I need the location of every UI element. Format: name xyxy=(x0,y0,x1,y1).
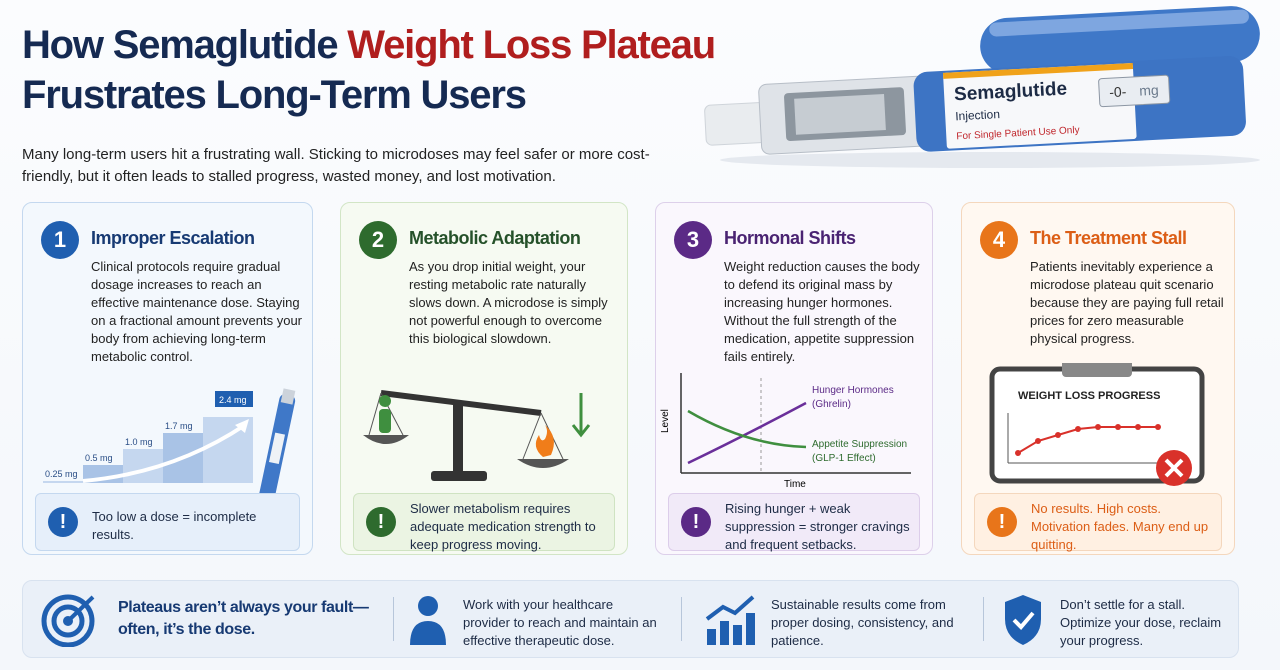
x-label: Time xyxy=(784,479,806,490)
pan xyxy=(363,435,409,444)
headline-highlight: Weight Loss Plateau xyxy=(347,23,716,67)
clip xyxy=(1062,359,1132,377)
clipboard: WEIGHT LOSS PROGRESS xyxy=(989,359,1205,486)
card-body: Weight reduction causes the body to defe… xyxy=(724,259,920,364)
card-title: Metabolic Adaptation xyxy=(409,228,581,248)
note-text: Rising hunger + weak suppression = stron… xyxy=(725,501,910,552)
card-graphic: WEIGHT LOSS PROGRESS xyxy=(962,359,1236,498)
alert-icon: ! xyxy=(987,507,1017,537)
shield-icon xyxy=(1005,595,1041,645)
headline: How Semaglutide Weight Loss Plateau Frust… xyxy=(22,20,716,120)
card-note: ! Too low a dose = incomplete results. xyxy=(35,493,300,551)
card-note: ! Rising hunger + weak suppression = str… xyxy=(668,493,920,552)
person xyxy=(379,409,391,433)
card-title: Hormonal Shifts xyxy=(724,228,856,248)
dose-label: 0.25 mg xyxy=(45,469,78,479)
down-arrow xyxy=(571,424,591,438)
point xyxy=(1095,424,1101,430)
card-body: Clinical protocols require gradual dosag… xyxy=(91,259,303,364)
footer-text: Plateaus aren’t always your fault—often,… xyxy=(118,599,369,638)
post xyxy=(453,403,463,475)
card-graphic: Level Time Hunger Hormones (Ghrelin) App… xyxy=(656,363,934,498)
card: 3 Hormonal Shifts Weight reduction cause… xyxy=(655,202,933,555)
target-icon xyxy=(41,594,95,647)
arrow-head xyxy=(235,419,249,433)
pan xyxy=(517,459,569,468)
footer: Plateaus aren’t always your fault—often,… xyxy=(22,580,1239,658)
base xyxy=(431,471,487,481)
pen-unit: mg xyxy=(1139,82,1159,99)
dose-label: 1.7 mg xyxy=(165,421,193,431)
divider xyxy=(983,597,984,641)
card-note: ! Slower metabolism requires adequate me… xyxy=(353,493,615,552)
card-number: 3 xyxy=(674,221,712,259)
card-title: The Treatment Stall xyxy=(1030,228,1187,248)
pen-body: Semaglutide Injection For Single Patient… xyxy=(704,55,1246,155)
dose-steps: 0.25 mg 0.5 mg 1.0 mg 1.7 mg 2.4 mg xyxy=(43,388,296,513)
card-note: ! No results. High costs. Motivation fad… xyxy=(974,493,1222,552)
note-text: Too low a dose = incomplete results. xyxy=(92,509,257,542)
flame xyxy=(535,425,554,457)
scale-graphic xyxy=(363,390,591,481)
series-label: Hunger Hormones xyxy=(812,385,894,396)
card-title: Improper Escalation xyxy=(91,228,255,248)
suppression-line xyxy=(687,409,807,449)
dose-label: 1.0 mg xyxy=(125,437,153,447)
point xyxy=(1035,438,1041,444)
dose-label: 2.4 mg xyxy=(219,395,247,405)
footer-text: Don’t settle for a stall. Optimize your … xyxy=(1060,597,1222,648)
point xyxy=(1155,424,1161,430)
board-title: WEIGHT LOSS PROGRESS xyxy=(1018,390,1160,402)
series-label: (GLP-1 Effect) xyxy=(812,453,876,464)
headline-line2: Frustrates Long-Term Users xyxy=(22,73,527,117)
divider xyxy=(681,597,682,641)
progress-line xyxy=(1017,426,1158,454)
alert-icon: ! xyxy=(366,507,396,537)
pen-cap xyxy=(980,6,1260,74)
card-number: 1 xyxy=(41,221,79,259)
footer-text: Work with your healthcare provider to re… xyxy=(463,597,657,648)
card: 4 The Treatment Stall Patients inevitabl… xyxy=(961,202,1235,555)
card-body: Patients inevitably experience a microdo… xyxy=(1030,259,1224,346)
point xyxy=(1115,424,1121,430)
point xyxy=(1055,432,1061,438)
note-text: Slower metabolism requires adequate medi… xyxy=(410,501,596,552)
alert-icon: ! xyxy=(681,507,711,537)
step-top xyxy=(215,391,253,407)
pen-illustration: Semaglutide Injection For Single Patient… xyxy=(704,6,1260,168)
card: 1 Improper Escalation Clinical protocols… xyxy=(22,202,313,555)
card-number: 4 xyxy=(980,221,1018,259)
dose-label: 0.5 mg xyxy=(85,453,113,463)
footer-text: Sustainable results come from proper dos… xyxy=(771,597,954,648)
card-body: As you drop initial weight, your resting… xyxy=(409,259,608,346)
doctor-icon xyxy=(410,596,446,645)
note-text: No results. High costs. Motivation fades… xyxy=(1031,501,1209,552)
point xyxy=(1075,426,1081,432)
card: 2 Metabolic Adaptation As you drop initi… xyxy=(340,202,628,555)
card-graphic: 0.25 mg 0.5 mg 1.0 mg 1.7 mg 2.4 mg xyxy=(23,363,314,513)
alert-icon: ! xyxy=(48,507,78,537)
shadow xyxy=(720,152,1260,168)
y-label: Level xyxy=(660,409,671,433)
point xyxy=(1135,424,1141,430)
arrow xyxy=(82,423,247,483)
hormone-chart: Level Time Hunger Hormones (Ghrelin) App… xyxy=(660,373,911,490)
headline-part: How Semaglutide xyxy=(22,23,348,67)
pen-dose: -0- xyxy=(1109,83,1127,100)
series-label: (Ghrelin) xyxy=(812,399,851,410)
card-graphic xyxy=(341,363,629,498)
intro: Many long-term users hit a frustrating w… xyxy=(22,146,650,185)
series-label: Appetite Suppression xyxy=(812,439,907,450)
pen xyxy=(256,388,296,513)
divider xyxy=(393,597,394,641)
chart-icon xyxy=(705,595,755,645)
point xyxy=(1015,450,1021,456)
pen-subtitle: Injection xyxy=(955,107,1000,123)
card-number: 2 xyxy=(359,221,397,259)
hunger-line xyxy=(687,401,807,465)
